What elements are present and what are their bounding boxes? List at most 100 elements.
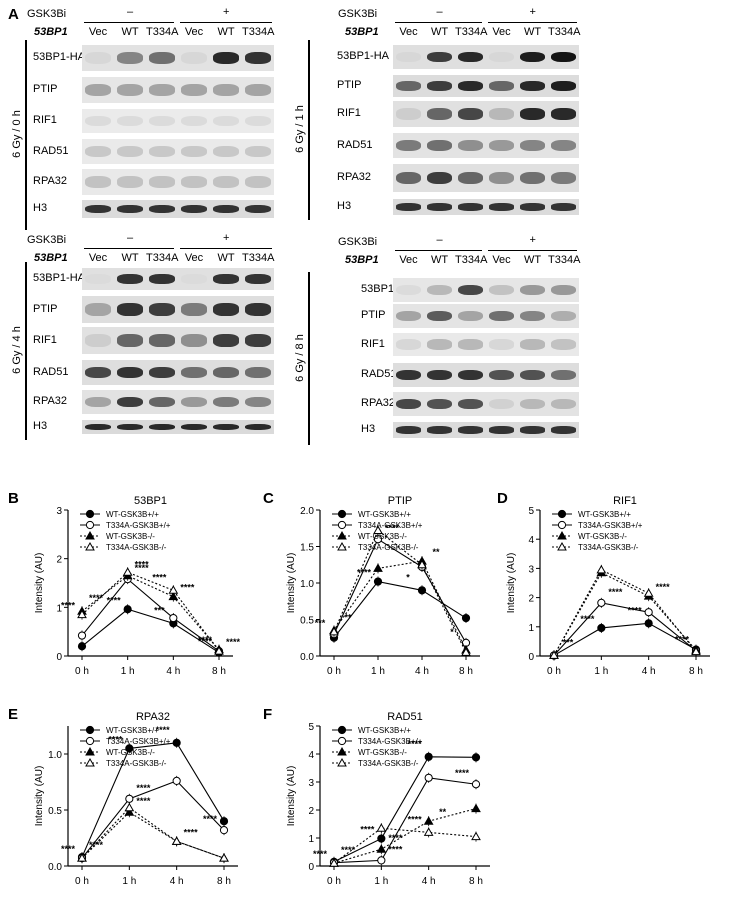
data-point bbox=[125, 794, 134, 803]
condition-label: 6 Gy / 8 h bbox=[294, 333, 306, 382]
blot-band bbox=[85, 145, 111, 158]
lane-label: Vec bbox=[88, 252, 108, 264]
protein-label: H3 bbox=[33, 202, 48, 214]
significance-marker: **** bbox=[61, 844, 76, 854]
blot-band bbox=[551, 108, 576, 120]
protein-label: RAD51 bbox=[361, 368, 397, 380]
blot-band bbox=[520, 203, 545, 211]
blot-band bbox=[396, 339, 421, 350]
blot-band bbox=[117, 145, 143, 158]
panel-letter-e: E bbox=[8, 706, 19, 723]
y-tick-label: 0.0 bbox=[48, 862, 62, 873]
blot-band bbox=[489, 339, 514, 350]
legend-marker bbox=[337, 520, 347, 530]
lane-label: WT bbox=[217, 252, 235, 264]
blot-band bbox=[520, 369, 545, 381]
x-tick-label: 1 h bbox=[371, 666, 385, 677]
legend-label: T334A-GSK3B-/- bbox=[106, 759, 167, 768]
protein-label: RAD51 bbox=[337, 138, 373, 151]
significance-marker: **** bbox=[357, 568, 372, 578]
significance-marker: **** bbox=[628, 605, 643, 615]
blot-band bbox=[396, 81, 421, 91]
blot-band bbox=[520, 51, 545, 63]
data-point bbox=[423, 816, 434, 825]
legend-marker bbox=[557, 520, 567, 530]
lane-label: WT bbox=[430, 254, 449, 266]
minus-sign: – bbox=[127, 232, 134, 244]
blot-band bbox=[245, 274, 271, 284]
legend-marker bbox=[85, 530, 95, 540]
x-tick-label: 0 h bbox=[327, 876, 341, 887]
y-tick-label: 3 bbox=[56, 506, 62, 517]
data-point bbox=[124, 802, 135, 812]
x-tick-label: 8 h bbox=[689, 666, 703, 677]
blot-band bbox=[149, 274, 175, 284]
legend-marker bbox=[85, 509, 95, 519]
blot-band bbox=[213, 396, 239, 408]
y-tick-label: 0 bbox=[528, 652, 534, 663]
y-tick-label: 0.0 bbox=[300, 652, 314, 663]
gel-strip bbox=[82, 268, 274, 290]
gel-strip bbox=[82, 390, 274, 414]
blot-band bbox=[85, 84, 111, 96]
data-point bbox=[471, 780, 481, 789]
blot-band bbox=[117, 423, 143, 431]
chart-title: PTIP bbox=[388, 495, 412, 507]
blot-band bbox=[396, 284, 421, 296]
protein-label: RIF1 bbox=[337, 107, 361, 119]
significance-marker: **** bbox=[675, 635, 690, 645]
data-point bbox=[417, 586, 427, 595]
blot-band bbox=[181, 334, 207, 347]
series-line bbox=[553, 622, 697, 656]
blot-band bbox=[458, 203, 483, 211]
y-tick-label: 2 bbox=[308, 806, 314, 817]
blot-band bbox=[213, 52, 239, 64]
blot-band bbox=[213, 423, 239, 431]
blot-band bbox=[489, 310, 514, 322]
significance-marker: **** bbox=[152, 572, 167, 582]
y-tick-label: 0 bbox=[308, 862, 314, 873]
line-chart-e: RPA32 0.0 0.5 1.0 0 h 1 h 4 h 8 h Intensity (AU)… bbox=[34, 711, 238, 887]
significance-marker: **** bbox=[108, 734, 123, 744]
y-tick-label: 5 bbox=[308, 722, 314, 733]
lane-label: Vec bbox=[492, 26, 511, 38]
x-tick-label: 0 h bbox=[547, 666, 561, 677]
data-point bbox=[329, 626, 339, 636]
significance-marker: **** bbox=[203, 814, 218, 824]
data-point bbox=[376, 823, 387, 832]
significance-marker: *** bbox=[563, 637, 574, 647]
y-tick-label: 2.0 bbox=[300, 506, 314, 517]
blot-band bbox=[245, 423, 271, 431]
condition-bracket bbox=[25, 40, 27, 230]
x-tick-label: 8 h bbox=[459, 666, 473, 677]
significance-marker: **** bbox=[360, 825, 375, 835]
protein-label: PTIP bbox=[337, 79, 362, 91]
protein-label: RPA32 bbox=[33, 175, 68, 187]
blot-band bbox=[117, 84, 143, 96]
minus-sign: – bbox=[436, 234, 443, 246]
blot-band bbox=[245, 396, 271, 408]
gel-strip bbox=[393, 101, 579, 127]
legend-label: WT-GSK3B+/+ bbox=[106, 510, 159, 519]
legend-marker bbox=[557, 530, 567, 540]
data-point bbox=[471, 753, 481, 762]
y-tick-label: 1.5 bbox=[300, 543, 314, 554]
blot-band bbox=[117, 274, 143, 284]
blot-band bbox=[149, 84, 175, 96]
blot-band bbox=[245, 366, 271, 379]
gel-strip bbox=[393, 392, 579, 416]
blot-band bbox=[181, 52, 207, 64]
gel-strip bbox=[393, 164, 579, 192]
x-tick-label: 4 h bbox=[642, 666, 656, 677]
significance-marker: * bbox=[450, 627, 454, 637]
y-tick-label: 4 bbox=[308, 750, 314, 761]
significance-marker: ** bbox=[432, 547, 440, 557]
blot-band bbox=[181, 366, 207, 379]
y-tick-label: 1.0 bbox=[300, 579, 314, 590]
blot-band bbox=[149, 366, 175, 379]
blot-band bbox=[427, 426, 452, 434]
protein-label: PTIP bbox=[361, 309, 386, 321]
lane-label: T334A bbox=[146, 26, 179, 38]
blot-band bbox=[245, 84, 271, 96]
protein-label: H3 bbox=[33, 420, 48, 432]
